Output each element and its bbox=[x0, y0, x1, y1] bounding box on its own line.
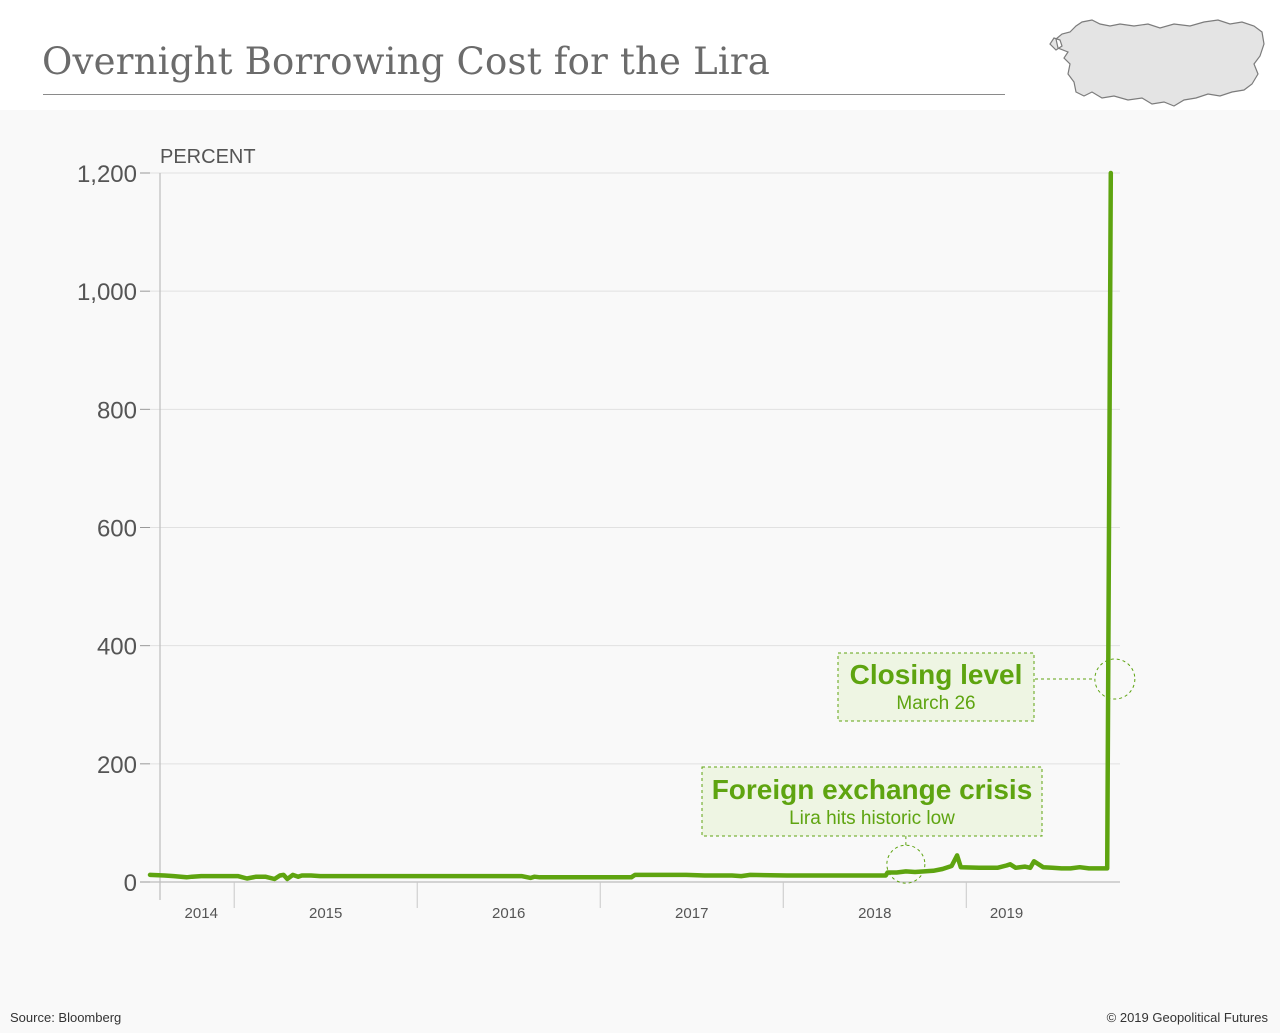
gridlines bbox=[150, 172, 1120, 765]
annotation-box-crisis bbox=[701, 766, 1043, 837]
xtick-label-2019: 2019 bbox=[990, 905, 1023, 922]
turkey-map-icon bbox=[1049, 19, 1265, 107]
series-line-overnight-rate bbox=[147, 170, 1114, 882]
annotation-marker-crisis bbox=[886, 844, 926, 884]
ytick-label-400: 400 bbox=[97, 634, 137, 661]
annotation-subtitle-crisis: Lira hits historic low bbox=[789, 808, 955, 829]
ytick-label-800: 800 bbox=[97, 397, 137, 424]
annotation-subtitle-closing: March 26 bbox=[896, 693, 975, 714]
ytick-label-1000: 1,000 bbox=[77, 279, 137, 306]
y-axis-label: PERCENT bbox=[160, 146, 256, 168]
annotation-box-closing bbox=[837, 652, 1035, 722]
title-divider bbox=[43, 94, 1005, 95]
xtick-label-2016: 2016 bbox=[492, 905, 525, 922]
ytick-label-600: 600 bbox=[97, 516, 137, 543]
xtick-label-2017: 2017 bbox=[675, 905, 708, 922]
page-title: Overnight Borrowing Cost for the Lira bbox=[42, 40, 771, 83]
y-tick-labels: 0 200 400 600 800 1,000 1,200 bbox=[77, 161, 137, 897]
ytick-label-200: 200 bbox=[97, 752, 137, 779]
chart-panel bbox=[0, 110, 1280, 1033]
source-note: Source: Bloomberg bbox=[10, 1010, 122, 1025]
annotation-title-closing: Closing level bbox=[850, 659, 1023, 690]
xtick-label-2015: 2015 bbox=[309, 905, 342, 922]
ytick-label-0: 0 bbox=[124, 870, 137, 897]
annotation-title-crisis: Foreign exchange crisis bbox=[712, 774, 1033, 805]
annotation-marker-closing bbox=[1094, 658, 1136, 700]
x-tick-labels: 2014 2015 2016 2017 2018 2019 bbox=[185, 905, 1024, 922]
xtick-label-2018: 2018 bbox=[858, 905, 891, 922]
annotations: Foreign exchange crisis Lira hits histori… bbox=[701, 652, 1136, 884]
xtick-label-2014: 2014 bbox=[185, 905, 218, 922]
header: Overnight Borrowing Cost for the Lira bbox=[0, 0, 1280, 110]
ytick-label-1200: 1,200 bbox=[77, 161, 137, 188]
axes bbox=[140, 172, 1120, 908]
copyright-note: © 2019 Geopolitical Futures bbox=[1106, 1010, 1268, 1025]
